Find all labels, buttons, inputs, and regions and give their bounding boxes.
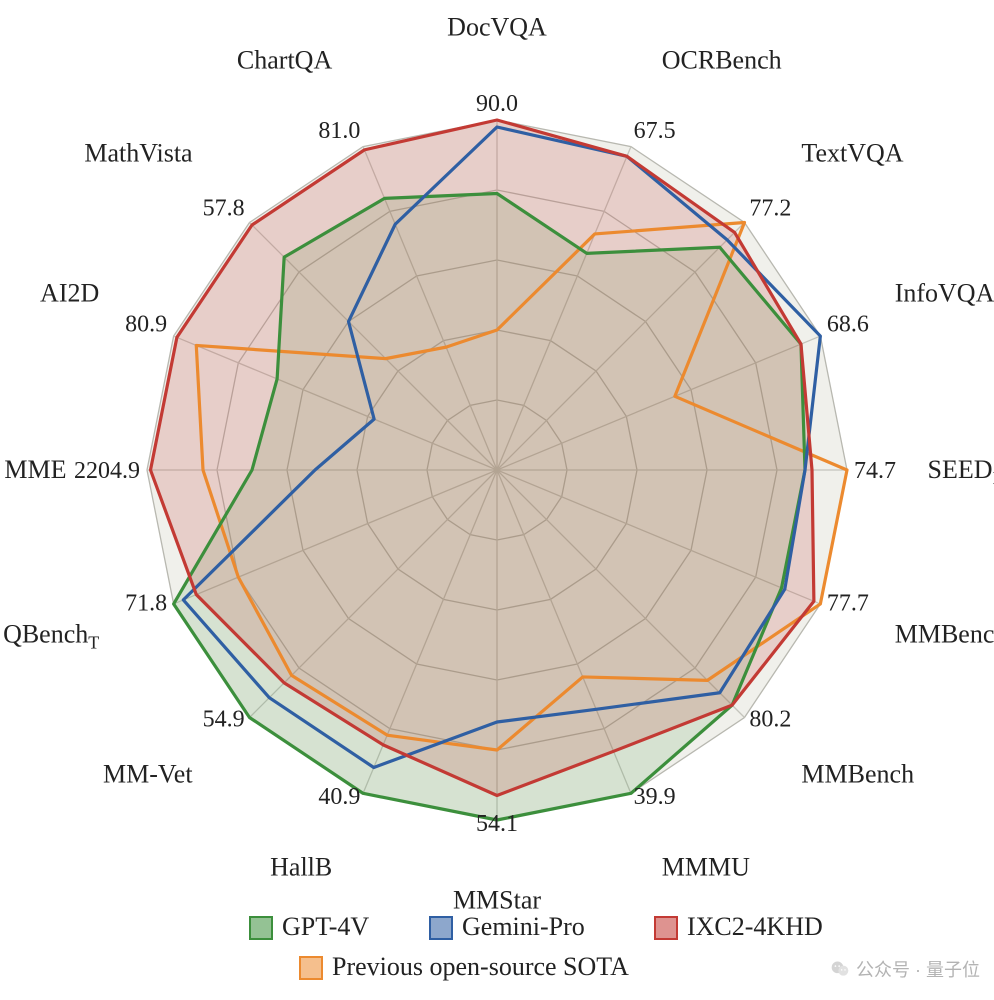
axis-value-label: 67.5 [634, 118, 676, 144]
axis-label: OCRBench [662, 45, 782, 74]
axis-value-label: 57.8 [203, 196, 245, 222]
axis-value-label: 77.2 [749, 196, 791, 222]
axis-value-label: 40.9 [318, 784, 360, 810]
axis-value-label: 81.0 [318, 118, 360, 144]
legend-label: GPT-4V [282, 912, 369, 941]
axis-value-label: 39.9 [634, 784, 676, 810]
radar-chart: 90.0 67.5 77.2 68.6 74.7 77.7 80.2 39.9 54.1 40.9… [0, 0, 994, 1000]
axis-value-label: 90.0 [476, 91, 518, 117]
axis-label: QBenchT [3, 620, 99, 653]
axis-label: AI2D [40, 278, 99, 307]
axis-label: MMBench [801, 759, 914, 788]
axis-value-label: 68.6 [827, 311, 869, 337]
axis-label: MMStar [453, 886, 541, 915]
legend-swatch [655, 917, 677, 939]
legend-label: Previous open-source SOTA [332, 952, 629, 981]
axis-value-label: 54.9 [203, 706, 245, 732]
axis-label: DocVQA [447, 13, 547, 42]
legend-swatch [430, 917, 452, 939]
axis-label: InfoVQA [895, 278, 994, 307]
axis-value-label: 80.9 [125, 311, 167, 337]
axis-value-label: 54.1 [476, 811, 518, 837]
axis-label: MMMU [662, 853, 750, 882]
axis-value-label: 71.8 [125, 591, 167, 617]
axis-value-label: 2204.9 [74, 458, 140, 484]
axis-label: MMBenchCN [895, 620, 994, 653]
axis-label: MathVista [84, 139, 193, 168]
legend-label: Gemini-Pro [462, 912, 585, 941]
legend-swatch [300, 957, 322, 979]
axis-label: SEEDI [928, 455, 994, 488]
axis-label: MME [4, 455, 66, 484]
axis-value-label: 80.2 [749, 706, 791, 732]
axis-label: MM-Vet [103, 759, 193, 788]
axis-label: ChartQA [237, 45, 333, 74]
axis-value-label: 77.7 [827, 591, 869, 617]
legend-swatch [250, 917, 272, 939]
legend-label: IXC2-4KHD [687, 912, 823, 941]
axis-value-label: 74.7 [854, 458, 896, 484]
axis-label: TextVQA [801, 139, 903, 168]
axis-label: HallB [270, 853, 332, 882]
